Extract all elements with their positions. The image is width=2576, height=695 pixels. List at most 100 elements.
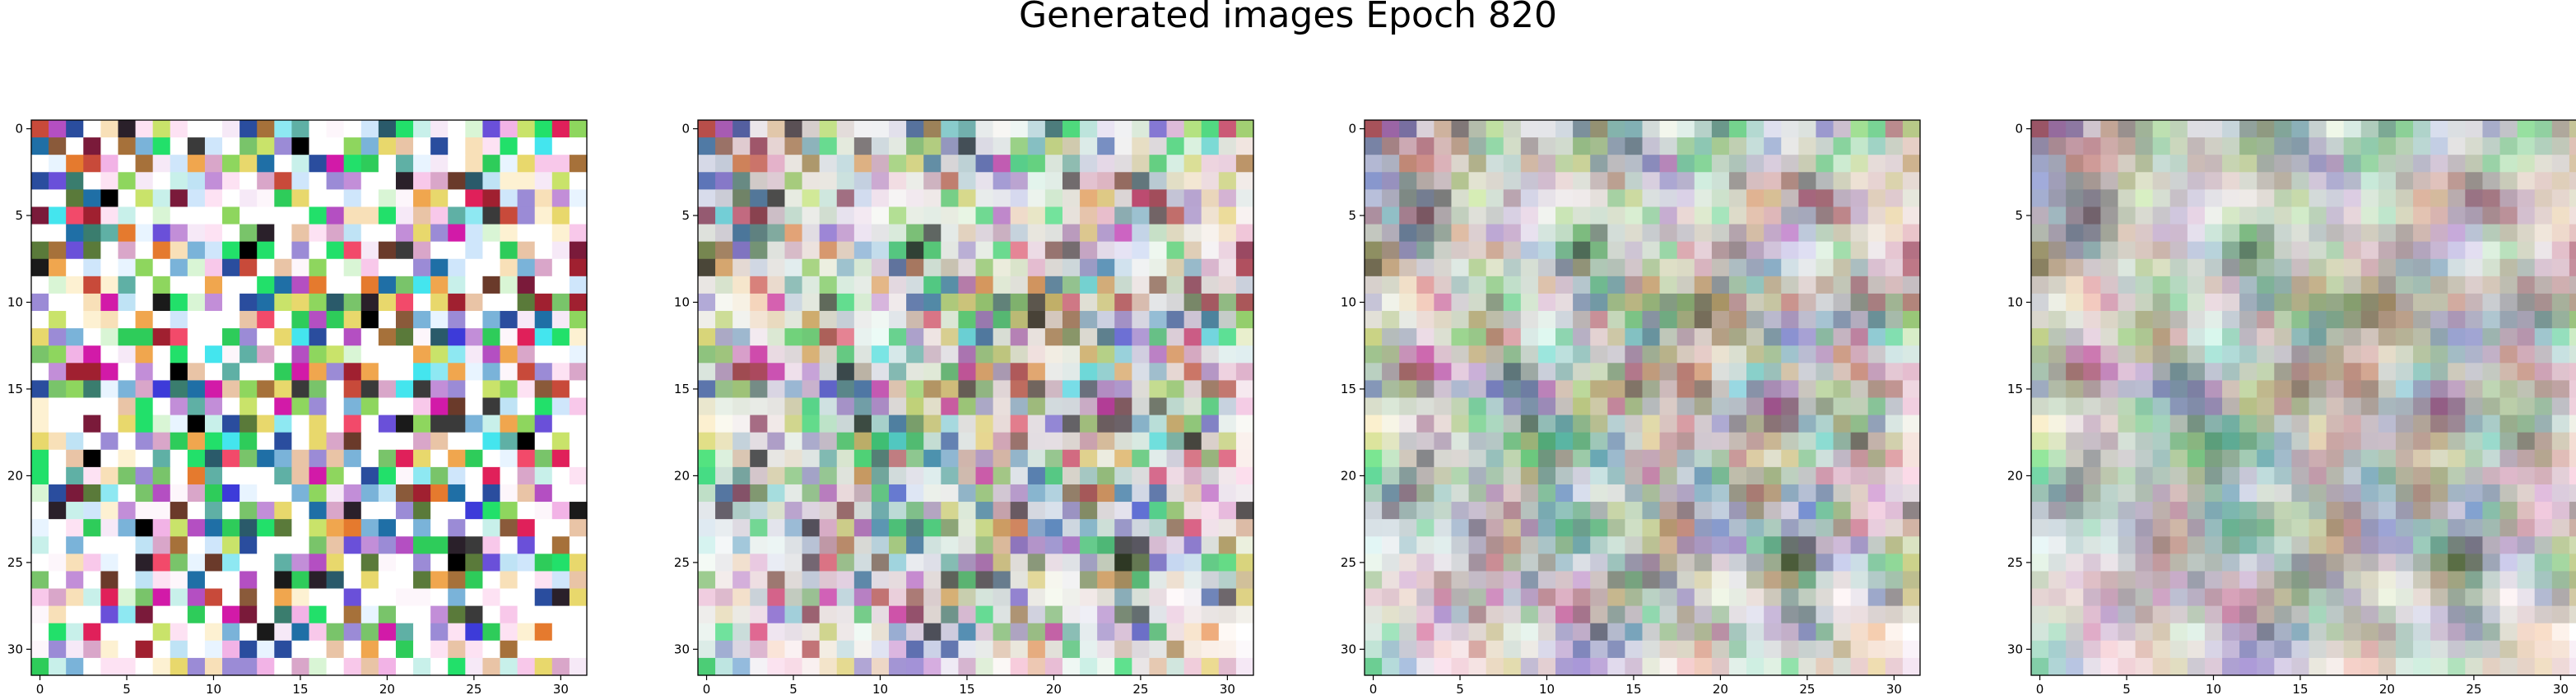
image-pixel [1365, 120, 1383, 138]
image-pixel [2257, 206, 2275, 225]
image-pixel [413, 155, 431, 173]
image-pixel [2413, 328, 2431, 346]
image-pixel [31, 293, 49, 312]
image-pixel [2343, 536, 2362, 554]
image-pixel [326, 519, 345, 537]
image-pixel [2326, 554, 2345, 572]
image-pixel [500, 536, 518, 554]
image-pixel [958, 605, 977, 624]
image-pixel [100, 571, 119, 590]
image-pixel [2048, 466, 2067, 485]
image-pixel [517, 345, 536, 364]
image-pixel [2499, 466, 2518, 485]
image-pixel [2430, 345, 2448, 364]
image-pixel [118, 605, 137, 624]
image-pixel [2517, 241, 2536, 260]
image-pixel [1399, 571, 1417, 590]
image-pixel [2031, 657, 2049, 676]
image-pixel [1746, 345, 1765, 364]
image-pixel [1365, 588, 1383, 607]
image-pixel [1468, 345, 1487, 364]
image-pixel [448, 258, 466, 277]
image-pixel [871, 258, 890, 277]
image-pixel [1486, 588, 1504, 607]
image-pixel [1520, 415, 1539, 433]
image-pixel [1607, 588, 1625, 607]
image-pixel [2118, 502, 2137, 520]
image-pixel [1503, 206, 1522, 225]
image-pixel [1816, 657, 1834, 676]
y-tick-label: 10 [674, 294, 690, 309]
image-pixel [2274, 484, 2292, 503]
image-pixel [239, 415, 258, 433]
image-pixel [715, 536, 733, 554]
image-pixel [1885, 189, 1904, 208]
image-pixel [1382, 258, 1400, 277]
image-pixel [569, 172, 588, 190]
image-pixel [2534, 241, 2553, 260]
image-pixel [1642, 311, 1661, 329]
image-pixel [975, 554, 994, 572]
image-pixel [1399, 657, 1417, 676]
image-pixel [2222, 571, 2240, 590]
image-pixel [1659, 293, 1678, 312]
image-pixel [1218, 137, 1237, 155]
image-pixel [343, 380, 362, 399]
image-pixel [274, 120, 292, 138]
image-pixel [1885, 415, 1904, 433]
image-pixel [482, 258, 501, 277]
image-pixel [1746, 466, 1765, 485]
image-pixel [326, 189, 345, 208]
image-pixel [1746, 137, 1765, 155]
image-pixel [31, 588, 49, 607]
image-pixel [2031, 155, 2049, 173]
image-pixel [2378, 363, 2397, 381]
image-pixel [2031, 241, 2049, 260]
image-pixel [2066, 536, 2084, 554]
image-pixel [871, 554, 890, 572]
image-pixel [1902, 206, 1921, 225]
image-pixel [1711, 189, 1730, 208]
image-pixel [309, 172, 328, 190]
image-pixel [1416, 155, 1434, 173]
image-pixel [1816, 623, 1834, 642]
image-pixel [1902, 137, 1921, 155]
image-pixel [2274, 224, 2292, 243]
y-tick-label: 25 [1341, 555, 1356, 570]
image-pixel [2187, 120, 2206, 138]
image-pixel [2222, 276, 2240, 294]
image-pixel [326, 172, 345, 190]
image-pixel [1235, 623, 1254, 642]
image-pixel [1537, 345, 1556, 364]
image-pixel [2343, 657, 2362, 676]
image-pixel [2135, 605, 2154, 624]
image-pixel [2239, 605, 2257, 624]
image-pixel [2204, 502, 2223, 520]
image-pixel [1010, 623, 1029, 642]
image-pixel [430, 380, 449, 399]
image-pixel [2204, 328, 2223, 346]
image-pixel [784, 172, 803, 190]
image-pixel [465, 605, 484, 624]
image-pixel [1097, 397, 1115, 416]
image-pixel [2066, 502, 2084, 520]
image-pixel [802, 605, 821, 624]
image-pixel [2569, 172, 2576, 190]
image-pixel [1114, 536, 1132, 554]
image-pixel [2048, 432, 2067, 451]
image-pixel [239, 605, 258, 624]
image-pixel [500, 311, 518, 329]
image-pixel [360, 363, 379, 381]
x-tick-label: 25 [1132, 682, 1148, 695]
image-pixel [2152, 224, 2171, 243]
image-pixel [2378, 640, 2397, 659]
image-pixel [1114, 172, 1132, 190]
image-pixel [2291, 224, 2310, 243]
image-pixel [2343, 640, 2362, 659]
image-pixel [836, 502, 855, 520]
image-pixel [1132, 155, 1151, 173]
image-pixel [1434, 224, 1453, 243]
image-pixel [836, 120, 855, 138]
image-pixel [1816, 449, 1834, 468]
image-pixel [1080, 189, 1098, 208]
